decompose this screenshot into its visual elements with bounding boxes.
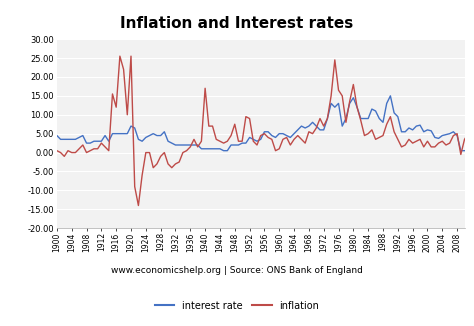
interest rate	[54, 134, 60, 138]
inflation	[339, 94, 345, 98]
inflation	[136, 203, 141, 207]
inflation	[380, 134, 386, 138]
inflation	[54, 149, 60, 153]
Text: Inflation and Interest rates: Inflation and Interest rates	[120, 16, 354, 31]
inflation	[117, 54, 123, 58]
inflation	[465, 132, 471, 136]
interest rate	[388, 94, 393, 98]
interest rate	[376, 117, 382, 121]
Legend: interest rate, inflation: interest rate, inflation	[151, 297, 323, 315]
inflation	[206, 124, 212, 128]
interest rate	[465, 149, 471, 153]
Line: interest rate: interest rate	[57, 96, 468, 151]
inflation	[358, 118, 364, 122]
interest rate	[199, 147, 204, 151]
inflation	[458, 153, 464, 156]
interest rate	[336, 101, 341, 105]
interest rate	[458, 149, 464, 153]
inflation	[291, 137, 297, 141]
interest rate	[288, 136, 293, 140]
Line: inflation: inflation	[57, 56, 468, 205]
Text: www.economicshelp.org | Source: ONS Bank of England: www.economicshelp.org | Source: ONS Bank…	[111, 266, 363, 275]
interest rate	[221, 149, 227, 153]
interest rate	[354, 105, 360, 109]
